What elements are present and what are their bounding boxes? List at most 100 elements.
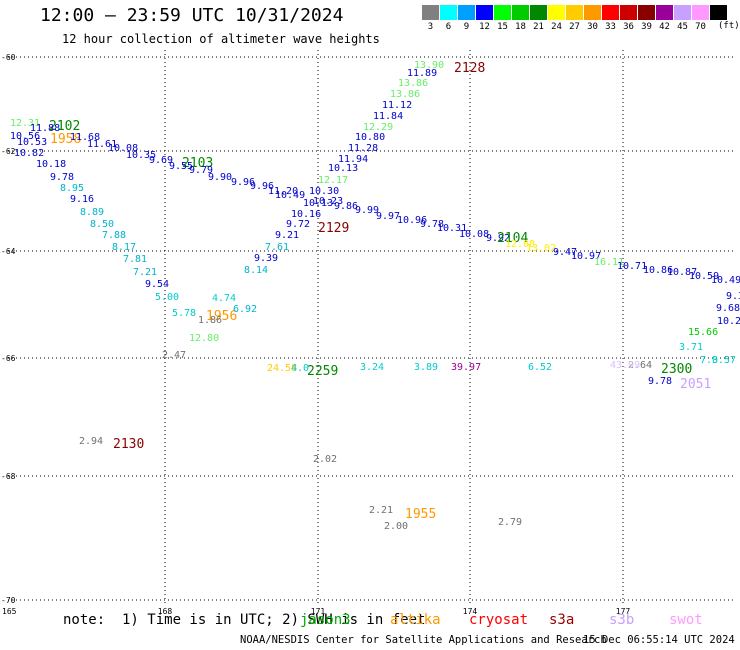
wave-height-reading: 9.54 — [145, 279, 169, 290]
latitude-label: -66 — [1, 354, 16, 363]
wave-height-reading: 13.90 — [414, 60, 444, 71]
wave-height-reading: 10.25 — [717, 316, 740, 327]
wave-height-reading: 9.39 — [254, 253, 278, 264]
wave-height-reading: 10.13 — [328, 163, 358, 174]
colorbar-label: 24 — [551, 22, 562, 32]
pass-time-label: 2103 — [182, 156, 213, 171]
footer-note: note: 1) Time is in UTC; 2) SWH is in fe… — [63, 612, 426, 628]
wave-height-reading: 10.96 — [397, 215, 427, 226]
colorbar-swatch — [620, 5, 637, 20]
wave-height-reading: 10.16 — [291, 209, 321, 220]
wave-height-reading: 2.47 — [162, 350, 186, 361]
wave-height-reading: 10.56 — [10, 131, 40, 142]
colorbar-label: 3 — [427, 22, 434, 32]
wave-height-reading: 9.3 — [726, 291, 740, 302]
graticule — [8, 50, 736, 604]
colorbar-label: 42 — [659, 22, 670, 32]
wave-height-reading: 12.08 — [505, 239, 535, 250]
latitude-labels: -60 -62 -64 -66 -68 -70 — [1, 53, 16, 605]
pass-time-label: 1955 — [405, 507, 436, 522]
wave-height-reading: 10.86 — [643, 265, 673, 276]
wave-height-reading: 9.79 — [189, 165, 213, 176]
wave-height-reading: 11.89 — [407, 68, 437, 79]
wave-height-reading: 9.69 — [149, 155, 173, 166]
wave-height-reading: 2.00 — [384, 521, 408, 532]
credit-line: NOAA/NESDIS Center for Satellite Applica… — [240, 634, 607, 646]
colorbar-label: 45 — [677, 22, 688, 32]
wave-height-reading: 9.78 — [50, 172, 74, 183]
wave-height-reading: 10.35 — [126, 150, 156, 161]
pass-time-label: 2259 — [307, 364, 338, 379]
colorbar-label: 39 — [641, 22, 652, 32]
satellite-legend-item: jason3 — [300, 612, 351, 628]
longitude-label: 171 — [311, 607, 326, 616]
wave-height-reading: 10.30 — [309, 186, 339, 197]
colorbar-swatch — [494, 5, 511, 20]
wave-height-reading: 11.68 — [70, 132, 100, 143]
wave-height-reading: 11.94 — [338, 154, 368, 165]
wave-height-reading: 7.81 — [123, 254, 147, 265]
longitude-label: 174 — [463, 607, 478, 616]
wave-height-reading: 1.86 — [198, 315, 222, 326]
wave-height-reading: 10.18 — [36, 159, 66, 170]
wave-height-reading: 10.49 — [275, 190, 305, 201]
wave-height-reading: 10.87 — [667, 267, 697, 278]
colorbar-swatch — [638, 5, 655, 20]
longitude-labels: 165 168 171 174 177 — [2, 607, 630, 616]
wave-height-reading: 39.97 — [451, 362, 481, 373]
wave-height-reading: 5.00 — [155, 292, 179, 303]
satellite-legend-item: swot — [669, 612, 703, 628]
wave-height-reading: 6.92 — [233, 304, 257, 315]
wave-height-reading: 9.72 — [286, 219, 310, 230]
wave-height-reading: 9.47 — [553, 247, 577, 258]
satellite-legend-item: s3a — [549, 612, 575, 628]
wave-height-reading: 8.50 — [90, 219, 114, 230]
wave-height-reading: 11.84 — [373, 111, 403, 122]
wave-height-reading: 7.88 — [102, 230, 126, 241]
wave-height-reading: 8.89 — [80, 207, 104, 218]
colorbar-swatch — [566, 5, 583, 20]
wave-height-reading: 9.21 — [275, 230, 299, 241]
colorbar-label: 15 — [497, 22, 508, 32]
wave-height-reading: 9.92 — [486, 233, 510, 244]
longitude-label: 165 — [2, 607, 17, 616]
colorbar-swatch — [656, 5, 673, 20]
wave-height-reading: 2.21 — [369, 505, 393, 516]
colorbar-label: 30 — [587, 22, 598, 32]
latitude-label: -62 — [1, 147, 16, 156]
colorbar-swatch — [530, 5, 547, 20]
wave-height-reading: 8.14 — [244, 265, 268, 276]
longitude-label: 168 — [158, 607, 173, 616]
wave-height-reading: 10.59 — [689, 271, 719, 282]
colorbar-swatch — [548, 5, 565, 20]
wave-height-reading: 2.02 — [313, 454, 337, 465]
wave-height-reading: 3.24 — [360, 362, 384, 373]
pass-time-label: 1956 — [206, 309, 237, 324]
colorbar-label: 18 — [515, 22, 526, 32]
wave-height-reading: 11.12 — [382, 100, 412, 111]
wave-height-reading: 9.96 — [250, 181, 274, 192]
wave-height-reading: 8.17 — [112, 242, 136, 253]
wave-height-reading: 13.86 — [398, 78, 428, 89]
pass-time-label: 2051 — [680, 377, 711, 392]
wave-height-reading: 12.80 — [189, 333, 219, 344]
colorbar-swatch — [440, 5, 457, 20]
wave-height-reading: 10.80 — [355, 132, 385, 143]
colorbar-swatch — [602, 5, 619, 20]
wave-height-reading: 9.97 — [376, 211, 400, 222]
colorbar-label: 12 — [479, 22, 490, 32]
wave-height-reading: 11.88 — [30, 123, 60, 134]
colorbar-swatch — [692, 5, 709, 20]
pass-time-label: 1958 — [50, 132, 81, 147]
map-subtitle: 12 hour collection of altimeter wave hei… — [62, 32, 380, 46]
wave-height-reading: 9.78 — [648, 376, 672, 387]
colorbar-swatch — [584, 5, 601, 20]
colorbar-swatch — [512, 5, 529, 20]
colorbar-label: 36 — [623, 22, 634, 32]
colorbar-swatch — [674, 5, 691, 20]
wave-height-reading: 16.11 — [594, 257, 624, 268]
wave-height-reading: 4.0 — [291, 363, 309, 374]
wave-height-reading: 10.97 — [571, 251, 601, 262]
